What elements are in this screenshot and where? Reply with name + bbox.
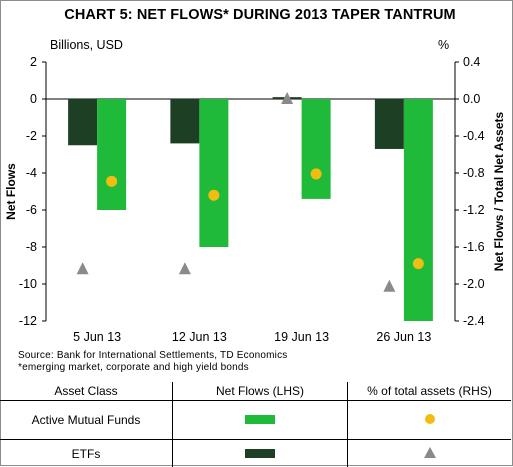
left-tick-label: -2 [26,129,37,143]
category-label: 19 Jun 13 [274,330,329,344]
left-tick-label: -12 [19,314,37,328]
legend-header-asset-class: Asset Class [0,382,173,401]
legend-triangle-marker [424,447,436,458]
source-line: Source: Bank for International Settlemen… [18,350,287,362]
right-tick-label: 0.0 [463,92,480,106]
point-pct-etfs [383,280,395,292]
point-pct-active-mutual-funds [311,168,322,179]
source-note: Source: Bank for International Settlemen… [18,350,287,374]
legend-circle-marker [425,414,435,424]
right-tick-label: 0.4 [463,55,480,69]
y-axis-title: Net Flows [4,163,18,220]
left-tick-label: -8 [26,240,37,254]
category-label: 5 Jun 13 [73,330,121,344]
legend-row-label: Active Mutual Funds [0,401,173,440]
point-pct-active-mutual-funds [413,258,424,269]
left-tick-label: -10 [19,277,37,291]
bar-active-mutual-funds [199,99,228,247]
left-tick-label: -6 [26,203,37,217]
category-label: 26 Jun 13 [376,330,431,344]
point-pct-etfs [179,262,191,274]
left-tick-label: -4 [26,166,37,180]
right-tick-label: -2.4 [463,314,485,328]
left-tick-label: 0 [30,92,37,106]
bar-etfs [170,99,199,143]
left-tick-label: 2 [30,55,37,69]
y2-axis-title: Net Flows / Total Net Assets [492,111,506,271]
category-label: 12 Jun 13 [172,330,227,344]
right-tick-label: -0.8 [463,166,485,180]
bar-active-mutual-funds [302,99,331,199]
point-pct-etfs [77,262,89,274]
bar-etfs [68,99,97,145]
chart-plot: 2 0 -2 -4 -6 -8 -10 -12 0.4 0.0 -0.4 -0.8 -1.2 -1.6 -2… [0,0,513,350]
legend-row-label: ETFs [0,440,173,467]
legend-header-net-flows: Net Flows (LHS) [173,382,348,401]
bar-active-mutual-funds [404,99,433,321]
right-tick-label: -0.4 [463,129,485,143]
legend-swatch-etfs [245,449,275,458]
right-tick-label: -2.0 [463,277,485,291]
legend-swatch-active-mutual-funds [245,415,275,424]
right-tick-label: -1.2 [463,203,485,217]
legend-header-pct-assets: % of total assets (RHS) [348,382,512,401]
point-pct-active-mutual-funds [208,190,219,201]
right-tick-label: -1.6 [463,240,485,254]
bar-active-mutual-funds [97,99,126,210]
point-pct-active-mutual-funds [106,176,117,187]
footnote-line: *emerging market, corporate and high yie… [18,362,287,374]
bar-etfs [375,99,404,149]
legend-table: Asset Class Net Flows (LHS) % of total a… [0,382,511,467]
